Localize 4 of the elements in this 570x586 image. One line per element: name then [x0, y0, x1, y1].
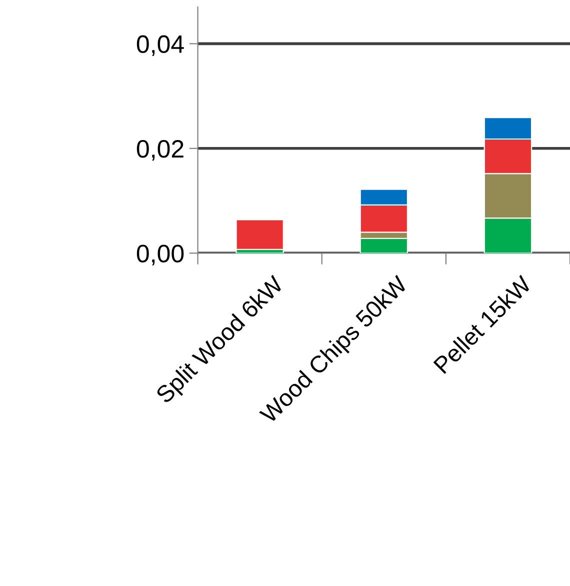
- bar: [236, 219, 284, 250]
- y-tick-label: 0,02: [136, 140, 184, 161]
- y-tick-label: 0,04: [136, 35, 184, 56]
- y-tick-label: 0,00: [136, 244, 184, 266]
